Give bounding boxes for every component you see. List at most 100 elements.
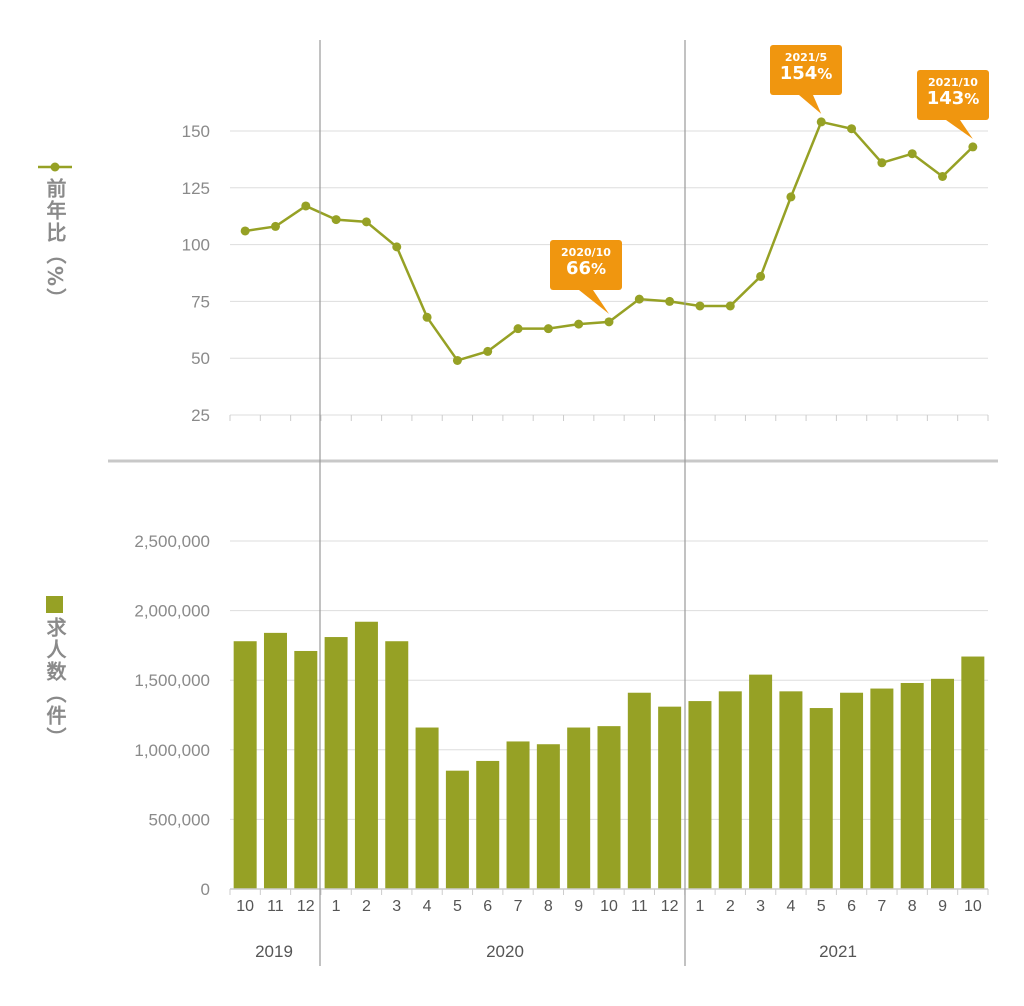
line-point [361,217,371,227]
line-point [816,117,826,127]
bar [749,674,773,889]
bar [688,701,712,889]
x-tick-label: 10 [236,898,254,915]
bar [931,678,955,889]
line-point [240,226,250,236]
x-tick-label: 7 [877,898,886,915]
callout-2020-10: 2020/10 66% [550,240,622,290]
x-tick-label: 5 [453,898,462,915]
x-tick-label: 4 [786,898,795,915]
callout-date: 2021/10 [928,76,978,89]
line-point [665,296,675,306]
bar [324,637,348,889]
x-tick-label: 7 [514,898,523,915]
bar-legend-label: 求人数（件） [43,617,67,749]
line-point [483,346,493,356]
bar-y-tick-label: 1,500,000 [134,671,210,690]
line-point [270,221,280,231]
callout-date: 2020/10 [561,246,611,259]
bar [779,691,803,889]
callout-2021-10: 2021/10 143% [917,70,989,120]
x-tick-label: 4 [423,898,432,915]
bar [294,650,318,889]
line-point [938,171,948,181]
line-point [847,124,857,134]
line-y-tick-label: 100 [182,236,210,255]
line-point [301,201,311,211]
bar [567,727,591,889]
x-tick-label: 3 [392,898,401,915]
line-point [543,324,553,334]
line-point [634,294,644,304]
callout-value: 154% [779,63,833,84]
line-point [907,149,917,159]
year-label: 2021 [819,942,857,961]
bar-y-tick-label: 0 [201,880,210,899]
bar [506,741,530,889]
line-point [331,215,341,225]
x-tick-label: 12 [661,898,679,915]
bar [840,692,864,889]
line-point [786,192,796,202]
bar [233,641,257,889]
line-point [968,142,978,152]
x-tick-label: 11 [267,898,284,915]
bar [597,726,621,889]
bar [870,688,894,889]
bar-y-tick-label: 1,000,000 [134,741,210,760]
callout-2021-5: 2021/5 154% [770,45,842,95]
year-label: 2019 [255,942,293,961]
x-tick-label: 2 [726,898,735,915]
x-tick-label: 8 [544,898,553,915]
line-y-tick-label: 25 [191,406,210,425]
line-point [392,242,402,252]
callout-pointer [579,290,609,314]
bar [658,706,682,889]
year-label: 2020 [486,942,524,961]
bar-y-tick-label: 500,000 [149,810,210,829]
line-y-tick-label: 125 [182,179,210,198]
callout-date: 2021/5 [784,51,828,64]
callout-value: 143% [926,88,980,109]
bar-y-tick-label: 2,000,000 [134,602,210,621]
x-tick-label: 9 [574,898,583,915]
callout-value: 66% [565,258,607,279]
x-tick-label: 10 [600,898,618,915]
line-point [756,271,766,281]
bar [809,708,833,889]
line-point [877,158,887,168]
x-tick-label: 9 [938,898,947,915]
bar [718,691,742,889]
x-tick-label: 1 [332,898,341,915]
x-tick-label: 12 [297,898,315,915]
callout-pointer [799,95,822,114]
line-y-tick-label: 50 [191,349,210,368]
line-point [452,355,462,365]
bar [354,621,378,889]
x-tick-label: 5 [817,898,826,915]
line-point [422,312,432,322]
line-y-tick-label: 75 [191,292,210,311]
bar-y-tick-label: 2,500,000 [134,532,210,551]
x-tick-label: 6 [483,898,492,915]
x-tick-label: 10 [964,898,982,915]
line-point [574,319,584,329]
line-legend-marker [50,162,60,172]
line-legend-label: 前年比（%） [43,178,67,311]
bar [415,727,439,889]
bar [961,656,985,889]
bar [385,641,409,889]
bar [900,682,924,889]
x-tick-label: 11 [631,898,648,915]
x-tick-label: 1 [696,898,705,915]
callout-pointer [946,120,973,139]
x-tick-label: 3 [756,898,765,915]
line-point [604,317,614,327]
x-tick-label: 6 [847,898,856,915]
line-point [513,324,523,334]
line-y-tick-label: 150 [182,122,210,141]
x-tick-label: 8 [908,898,917,915]
bar [476,760,500,889]
bar [536,744,560,889]
